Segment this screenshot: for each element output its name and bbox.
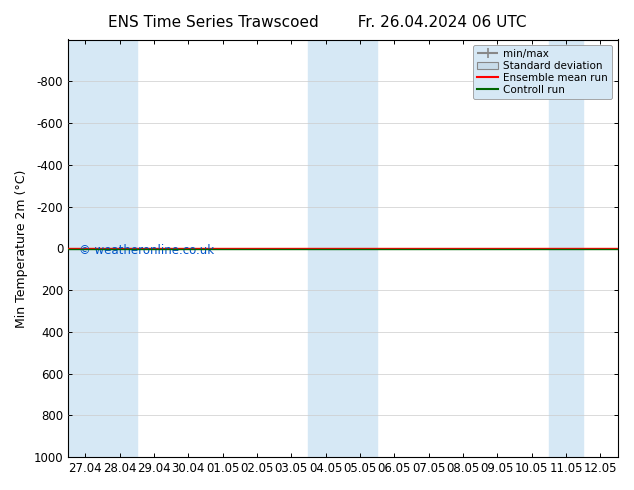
- Text: © weatheronline.co.uk: © weatheronline.co.uk: [79, 244, 214, 257]
- Bar: [68, 40, 137, 457]
- Bar: [549, 40, 583, 457]
- Legend: min/max, Standard deviation, Ensemble mean run, Controll run: min/max, Standard deviation, Ensemble me…: [473, 45, 612, 99]
- Y-axis label: Min Temperature 2m (°C): Min Temperature 2m (°C): [15, 169, 28, 327]
- Bar: [309, 40, 377, 457]
- Text: ENS Time Series Trawscoed        Fr. 26.04.2024 06 UTC: ENS Time Series Trawscoed Fr. 26.04.2024…: [108, 15, 526, 30]
